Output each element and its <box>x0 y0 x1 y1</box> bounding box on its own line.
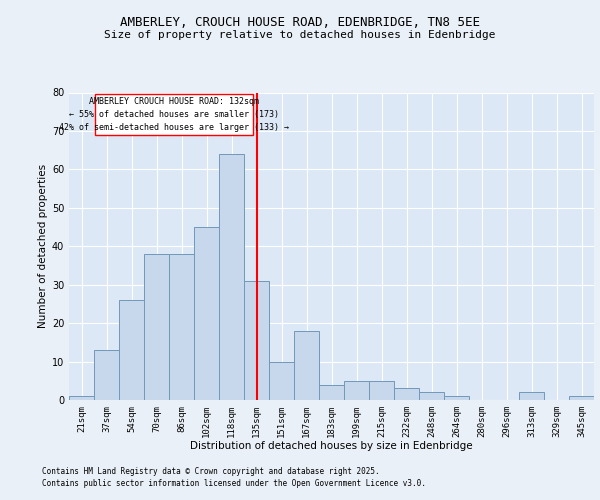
Text: Contains public sector information licensed under the Open Government Licence v3: Contains public sector information licen… <box>42 479 426 488</box>
Bar <box>119 300 144 400</box>
Bar <box>194 227 219 400</box>
Bar <box>519 392 544 400</box>
Text: Size of property relative to detached houses in Edenbridge: Size of property relative to detached ho… <box>104 30 496 40</box>
Bar <box>344 381 369 400</box>
Bar <box>394 388 419 400</box>
Bar <box>69 396 94 400</box>
Bar <box>319 384 344 400</box>
Bar <box>269 362 294 400</box>
Text: AMBERLEY CROUCH HOUSE ROAD: 132sqm
← 55% of detached houses are smaller (173)
42: AMBERLEY CROUCH HOUSE ROAD: 132sqm ← 55%… <box>59 98 289 132</box>
Bar <box>294 331 319 400</box>
FancyBboxPatch shape <box>95 94 253 135</box>
Bar <box>369 381 394 400</box>
Bar <box>244 281 269 400</box>
X-axis label: Distribution of detached houses by size in Edenbridge: Distribution of detached houses by size … <box>190 442 473 452</box>
Y-axis label: Number of detached properties: Number of detached properties <box>38 164 47 328</box>
Bar <box>419 392 444 400</box>
Bar <box>444 396 469 400</box>
Bar <box>169 254 194 400</box>
Bar <box>144 254 169 400</box>
Text: Contains HM Land Registry data © Crown copyright and database right 2025.: Contains HM Land Registry data © Crown c… <box>42 466 380 475</box>
Bar <box>94 350 119 400</box>
Text: AMBERLEY, CROUCH HOUSE ROAD, EDENBRIDGE, TN8 5EE: AMBERLEY, CROUCH HOUSE ROAD, EDENBRIDGE,… <box>120 16 480 29</box>
Bar <box>569 396 594 400</box>
Bar <box>219 154 244 400</box>
